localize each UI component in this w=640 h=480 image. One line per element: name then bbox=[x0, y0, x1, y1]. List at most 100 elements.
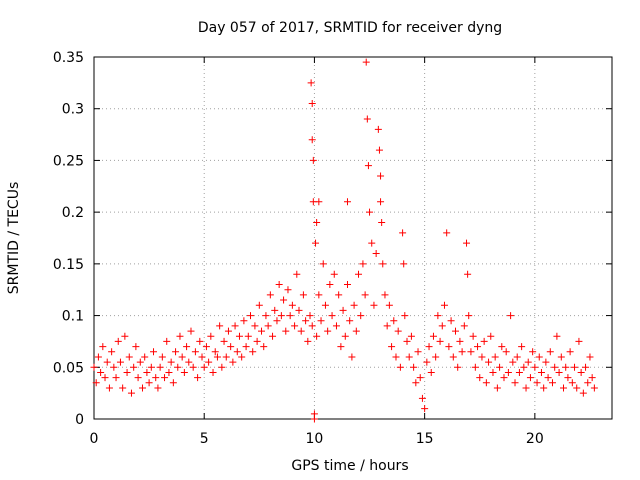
data-point bbox=[474, 343, 482, 351]
data-point bbox=[498, 343, 506, 351]
y-tick-label: 0 bbox=[75, 412, 84, 428]
data-point bbox=[454, 363, 462, 371]
data-point bbox=[143, 368, 151, 376]
data-point bbox=[487, 332, 495, 340]
data-point bbox=[332, 322, 340, 330]
data-point bbox=[346, 317, 354, 325]
data-point bbox=[240, 317, 248, 325]
data-point bbox=[293, 270, 301, 278]
data-point bbox=[535, 353, 543, 361]
data-point bbox=[189, 363, 197, 371]
data-point bbox=[363, 115, 371, 123]
data-point bbox=[378, 218, 386, 226]
data-point bbox=[590, 384, 598, 392]
data-point bbox=[306, 312, 314, 320]
data-point bbox=[202, 343, 210, 351]
data-point bbox=[551, 363, 559, 371]
grid-lines bbox=[94, 57, 612, 419]
data-point bbox=[553, 332, 561, 340]
data-point bbox=[540, 384, 548, 392]
data-point bbox=[579, 389, 587, 397]
data-point bbox=[546, 348, 554, 356]
data-point bbox=[423, 358, 431, 366]
data-point bbox=[401, 312, 409, 320]
x-tick-label: 20 bbox=[526, 431, 544, 447]
data-point bbox=[198, 353, 206, 361]
data-point bbox=[392, 353, 400, 361]
data-point bbox=[152, 374, 160, 382]
data-point bbox=[469, 332, 477, 340]
data-point bbox=[343, 281, 351, 289]
data-point bbox=[161, 374, 169, 382]
data-point bbox=[537, 368, 545, 376]
data-point bbox=[273, 317, 281, 325]
data-point bbox=[447, 317, 455, 325]
data-point bbox=[92, 379, 100, 387]
data-point bbox=[172, 348, 180, 356]
plot-frame bbox=[93, 56, 613, 420]
data-point bbox=[229, 358, 237, 366]
data-point bbox=[291, 322, 299, 330]
data-point bbox=[418, 394, 426, 402]
data-point bbox=[103, 358, 111, 366]
data-point bbox=[416, 374, 424, 382]
data-point bbox=[366, 208, 374, 216]
data-point bbox=[308, 136, 316, 144]
data-point bbox=[429, 332, 437, 340]
data-point bbox=[216, 322, 224, 330]
data-point bbox=[315, 291, 323, 299]
data-point bbox=[337, 343, 345, 351]
data-point bbox=[99, 343, 107, 351]
data-point bbox=[529, 348, 537, 356]
x-axis-label: GPS time / hours bbox=[291, 458, 408, 474]
data-point bbox=[114, 337, 122, 345]
data-point bbox=[368, 239, 376, 247]
data-point bbox=[518, 343, 526, 351]
data-point bbox=[568, 379, 576, 387]
data-point bbox=[548, 379, 556, 387]
data-point bbox=[566, 348, 574, 356]
x-tick-label: 15 bbox=[416, 431, 434, 447]
data-point bbox=[123, 368, 131, 376]
data-point bbox=[588, 374, 596, 382]
y-tick-label: 0.3 bbox=[62, 102, 84, 118]
data-point bbox=[364, 162, 372, 170]
data-point bbox=[434, 312, 442, 320]
data-point bbox=[154, 384, 162, 392]
data-point bbox=[242, 343, 250, 351]
data-point bbox=[451, 327, 459, 335]
data-point bbox=[575, 337, 583, 345]
data-point bbox=[531, 363, 539, 371]
data-point bbox=[150, 348, 158, 356]
data-point bbox=[381, 291, 389, 299]
data-point bbox=[138, 384, 146, 392]
data-point bbox=[390, 317, 398, 325]
data-point bbox=[460, 322, 468, 330]
data-point bbox=[238, 353, 246, 361]
data-point bbox=[350, 301, 358, 309]
data-point bbox=[141, 353, 149, 361]
y-tick-label: 0.25 bbox=[53, 153, 84, 169]
data-point bbox=[187, 327, 195, 335]
data-point bbox=[560, 384, 568, 392]
data-point bbox=[130, 363, 138, 371]
data-point bbox=[317, 317, 325, 325]
y-tick-label: 0.05 bbox=[53, 360, 84, 376]
data-point bbox=[542, 358, 550, 366]
data-point bbox=[218, 363, 226, 371]
data-point bbox=[480, 337, 488, 345]
data-point bbox=[200, 363, 208, 371]
data-point bbox=[258, 327, 266, 335]
data-point bbox=[383, 322, 391, 330]
data-point bbox=[90, 363, 98, 371]
data-point bbox=[507, 312, 515, 320]
data-point bbox=[262, 312, 270, 320]
data-point bbox=[269, 332, 277, 340]
data-point bbox=[412, 379, 420, 387]
data-point bbox=[264, 322, 272, 330]
y-tick-label: 0.1 bbox=[62, 309, 84, 325]
data-point bbox=[211, 348, 219, 356]
data-point bbox=[222, 353, 230, 361]
data-point bbox=[482, 379, 490, 387]
data-point bbox=[362, 58, 370, 66]
